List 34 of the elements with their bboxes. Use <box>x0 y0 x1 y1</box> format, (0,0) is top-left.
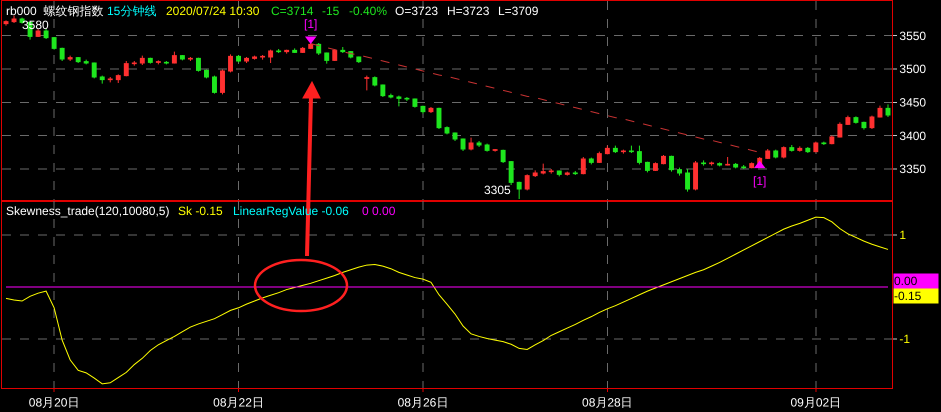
candlestick <box>805 146 810 154</box>
candlestick <box>813 141 818 153</box>
candlestick <box>886 104 890 118</box>
x-tick-label: 08月22日 <box>213 395 264 410</box>
candlestick <box>853 116 858 124</box>
candlestick <box>837 122 842 138</box>
candlestick <box>861 121 866 130</box>
candlestick <box>797 146 802 152</box>
candlestick <box>845 115 850 126</box>
candlestick <box>789 144 794 152</box>
x-tick-label: 08月20日 <box>28 395 80 410</box>
y-tick-label: 3450 <box>899 96 926 110</box>
line-series <box>6 216 888 384</box>
candlestick <box>773 149 778 159</box>
y-tick-label: 1 <box>899 228 906 242</box>
y-tick-label: 3350 <box>899 162 926 176</box>
y-tick-label: 3550 <box>899 28 926 43</box>
candlestick <box>829 135 834 145</box>
y-tick-label: -1 <box>899 332 910 346</box>
x-tick-label: 08月28日 <box>582 395 633 410</box>
text: 0 0.00 <box>362 204 396 218</box>
candlestick <box>765 148 770 160</box>
candlestick <box>781 146 786 159</box>
text: Sk -0.15 <box>178 204 224 218</box>
x-tick-label: 09月02日 <box>790 395 842 410</box>
text: 0.00 <box>894 274 918 288</box>
x-tick-label: 08月26日 <box>398 395 448 410</box>
candlestick <box>869 115 874 130</box>
y-tick-label: 3500 <box>899 62 926 76</box>
candlestick <box>878 105 882 118</box>
chart-title: Skewness_trade(120,10080,5) <box>6 204 170 218</box>
y-tick-label: 3400 <box>899 128 926 143</box>
text: -0.15 <box>894 289 922 303</box>
candlestick <box>821 141 826 146</box>
